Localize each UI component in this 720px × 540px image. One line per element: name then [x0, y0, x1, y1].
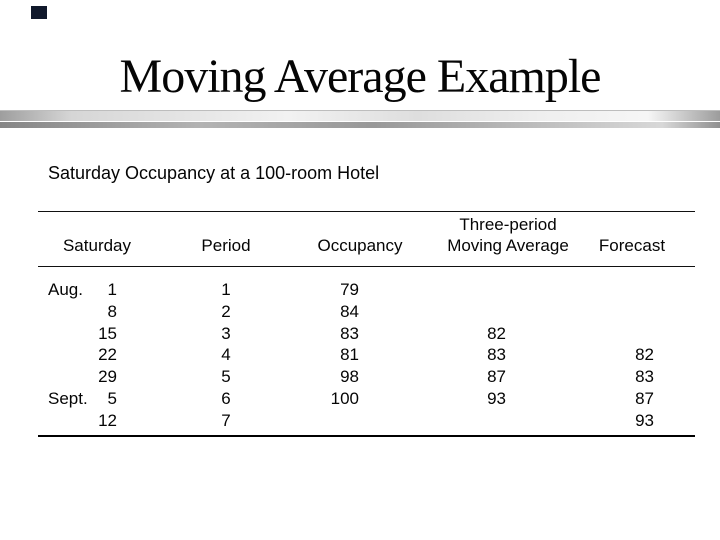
column-header-saturday: Saturday	[62, 236, 132, 255]
table-row: Sept. 5 6 100 93 87	[0, 388, 720, 410]
table-cell-period: 1	[221, 280, 231, 299]
table-rule-header	[38, 266, 695, 267]
table-row: 15 3 83 82	[0, 323, 720, 345]
table-row: 29 5 98 87 83	[0, 366, 720, 388]
divider-bar-bottom	[0, 122, 720, 128]
table-cell-day: 22	[98, 345, 117, 364]
table-cell-occ: 84	[340, 302, 359, 321]
table-cell-occ: 98	[340, 367, 359, 386]
table-cell-period: 7	[221, 411, 231, 430]
column-header-occupancy: Occupancy	[317, 236, 403, 255]
table-cell-occ: 81	[340, 345, 359, 364]
table-cell-occ: 83	[340, 324, 359, 343]
table-cell-month: Aug.	[48, 280, 83, 299]
table-cell-period: 4	[221, 345, 231, 364]
table-cell-period: 2	[221, 302, 231, 321]
table-row: 22 4 81 83 82	[0, 344, 720, 366]
table-rule-top	[38, 211, 695, 212]
table-cell-day: 5	[107, 389, 117, 408]
table-cell-ma: 83	[487, 345, 506, 364]
table-cell-period: 6	[221, 389, 231, 408]
table-rule-bottom	[38, 435, 695, 437]
column-header-period: Period	[201, 236, 251, 255]
column-header-moving-average: Three-period Moving Average	[428, 214, 588, 256]
table-cell-day: 29	[98, 367, 117, 386]
table-cell-ma: 82	[487, 324, 506, 343]
table-cell-occ: 79	[340, 280, 359, 299]
table-cell-period: 3	[221, 324, 231, 343]
table-row: Aug. 1 1 79	[0, 279, 720, 301]
divider-bar-top	[0, 110, 720, 121]
table-cell-fc: 82	[635, 345, 654, 364]
corner-square-decoration	[31, 6, 47, 19]
table-cell-month: Sept.	[48, 389, 88, 408]
table-cell-ma: 93	[487, 389, 506, 408]
table-cell-day: 12	[98, 411, 117, 430]
column-header-moving-average-line2: Moving Average	[447, 236, 569, 255]
table-cell-fc: 87	[635, 389, 654, 408]
table-cell-fc: 83	[635, 367, 654, 386]
table-cell-period: 5	[221, 367, 231, 386]
slide-title: Moving Average Example	[119, 50, 602, 103]
table-cell-fc: 93	[635, 411, 654, 430]
table-row: 12 7 93	[0, 410, 720, 432]
table-row: 8 2 84	[0, 301, 720, 323]
table-cell-day: 1	[107, 280, 117, 299]
slide-subtitle: Saturday Occupancy at a 100-room Hotel	[48, 163, 380, 183]
column-header-forecast: Forecast	[598, 236, 666, 255]
table-cell-day: 8	[107, 302, 117, 321]
table-cell-occ: 100	[330, 389, 359, 408]
table-cell-day: 15	[98, 324, 117, 343]
column-header-moving-average-line1: Three-period	[459, 215, 557, 234]
table-cell-ma: 87	[487, 367, 506, 386]
